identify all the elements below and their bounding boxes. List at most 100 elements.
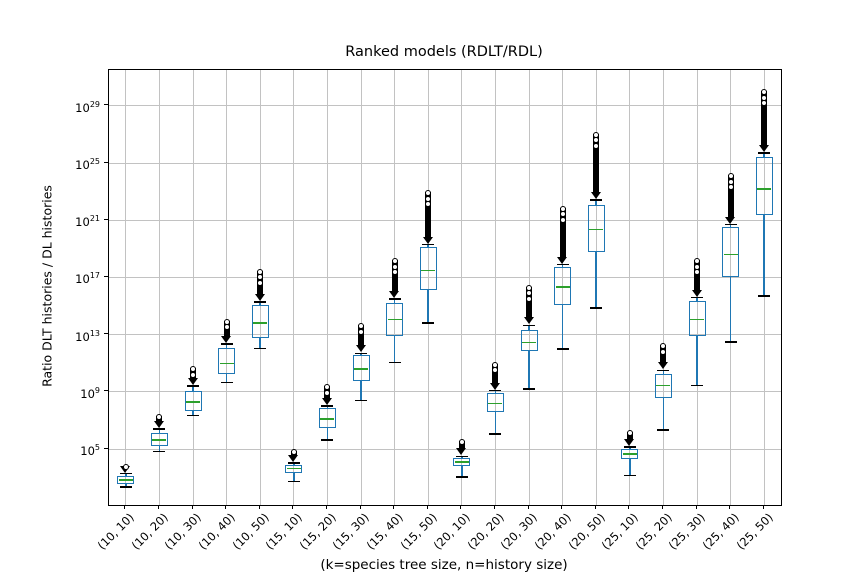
whisker-cap-high — [691, 296, 703, 299]
flier-column — [593, 133, 600, 194]
box-rect — [520, 329, 538, 352]
v-gridline — [125, 70, 127, 505]
median-line — [118, 479, 133, 481]
median-line — [488, 402, 503, 405]
y-tick-exponent: 17 — [89, 271, 100, 281]
flier-arrowhead — [355, 345, 366, 353]
flier-arrowhead — [691, 289, 702, 297]
y-tick-mark — [104, 333, 108, 335]
y-tick-mark — [104, 275, 108, 277]
whisker-stem-low — [158, 446, 161, 452]
whisker-cap-high — [153, 428, 166, 430]
whisker-cap-high — [220, 343, 233, 345]
whisker-stem-high — [461, 456, 463, 459]
whisker-stem-high — [696, 297, 698, 302]
flier-arrowhead — [254, 293, 265, 301]
x-tick-mark — [561, 505, 563, 509]
v-gridline — [427, 70, 429, 505]
x-tick-mark — [325, 505, 327, 509]
whisker-stem-low — [561, 304, 564, 349]
x-tick-mark — [762, 505, 764, 509]
whisker-stem-low — [326, 428, 329, 440]
box-rect — [117, 476, 135, 485]
whisker-stem-high — [595, 200, 597, 206]
box-rect — [453, 458, 471, 467]
plot-area — [108, 69, 782, 506]
whisker-cap-low — [254, 347, 267, 350]
whisker-stem-high — [259, 301, 261, 305]
whisker-cap-high — [590, 199, 603, 201]
y-axis-label: Ratio DLT histories / DL histories — [39, 185, 55, 387]
x-tick-mark — [258, 505, 260, 509]
v-gridline — [461, 70, 463, 505]
whisker-stem-low — [125, 484, 127, 488]
flier-arrowhead — [489, 382, 500, 390]
whisker-cap-low — [556, 348, 569, 350]
y-tick-mark — [104, 218, 108, 220]
median-line — [589, 228, 604, 231]
x-tick-label: (10, 50) — [229, 510, 272, 553]
y-tick-exponent: 5 — [94, 443, 100, 453]
whisker-cap-low — [590, 307, 603, 310]
median-line — [219, 362, 234, 365]
whisker-stem-low — [662, 398, 665, 430]
whisker-stem-high — [326, 406, 329, 409]
x-tick-label: (15, 30) — [330, 510, 373, 553]
whisker-cap-high — [724, 223, 737, 226]
x-tick-label: (25, 40) — [699, 510, 742, 553]
x-tick-mark — [661, 505, 663, 509]
flier-ring — [559, 216, 566, 223]
median-line — [186, 401, 200, 403]
median-line — [723, 253, 738, 256]
median-line — [253, 322, 268, 325]
whisker-cap-high — [287, 461, 300, 464]
flier-arrowhead — [725, 216, 736, 224]
whisker-stem-high — [360, 353, 362, 356]
median-line — [622, 453, 637, 455]
whisker-cap-low — [691, 384, 703, 387]
y-tick-label: 1025 — [75, 157, 100, 172]
flier-ring — [391, 269, 398, 276]
whisker-stem-high — [629, 447, 631, 450]
x-tick-label: (15, 10) — [262, 510, 306, 553]
box-rect — [587, 205, 605, 252]
x-tick-label: (20, 40) — [531, 510, 574, 553]
whisker-stem-low — [629, 459, 631, 476]
whisker-stem-high — [528, 325, 530, 330]
whisker-stem-low — [763, 215, 765, 297]
box-rect — [150, 433, 168, 447]
x-tick-label: (25, 30) — [666, 510, 709, 553]
flier-column — [526, 286, 532, 319]
median-line — [522, 341, 536, 344]
whisker-cap-high — [455, 455, 468, 458]
x-tick-label: (20, 10) — [430, 510, 474, 553]
box-rect — [386, 302, 404, 337]
flier-ring — [290, 449, 297, 456]
whisker-stem-low — [729, 277, 732, 342]
box-rect — [352, 355, 370, 381]
x-tick-mark — [292, 505, 294, 509]
box-rect — [251, 304, 269, 338]
x-tick-mark — [124, 505, 126, 509]
whisker-stem-low — [259, 337, 261, 349]
flier-ring — [223, 324, 230, 331]
x-tick-label: (15, 50) — [397, 510, 440, 553]
whisker-cap-high — [657, 369, 670, 372]
flier-arrowhead — [221, 336, 232, 344]
x-tick-mark — [225, 505, 227, 509]
box-rect — [486, 393, 504, 412]
whisker-stem-high — [561, 264, 564, 268]
v-gridline — [326, 70, 328, 505]
whisker-cap-low — [220, 381, 233, 384]
y-tick-label: 105 — [80, 443, 100, 459]
flier-column — [358, 325, 364, 347]
y-tick-mark — [104, 104, 108, 106]
box-rect — [621, 449, 639, 460]
median-line — [354, 368, 368, 370]
whisker-cap-high — [523, 324, 535, 327]
whisker-stem-high — [427, 244, 429, 248]
median-line — [387, 318, 402, 321]
whisker-cap-low — [153, 450, 166, 453]
flier-column — [727, 175, 734, 218]
h-gridline — [109, 334, 781, 336]
